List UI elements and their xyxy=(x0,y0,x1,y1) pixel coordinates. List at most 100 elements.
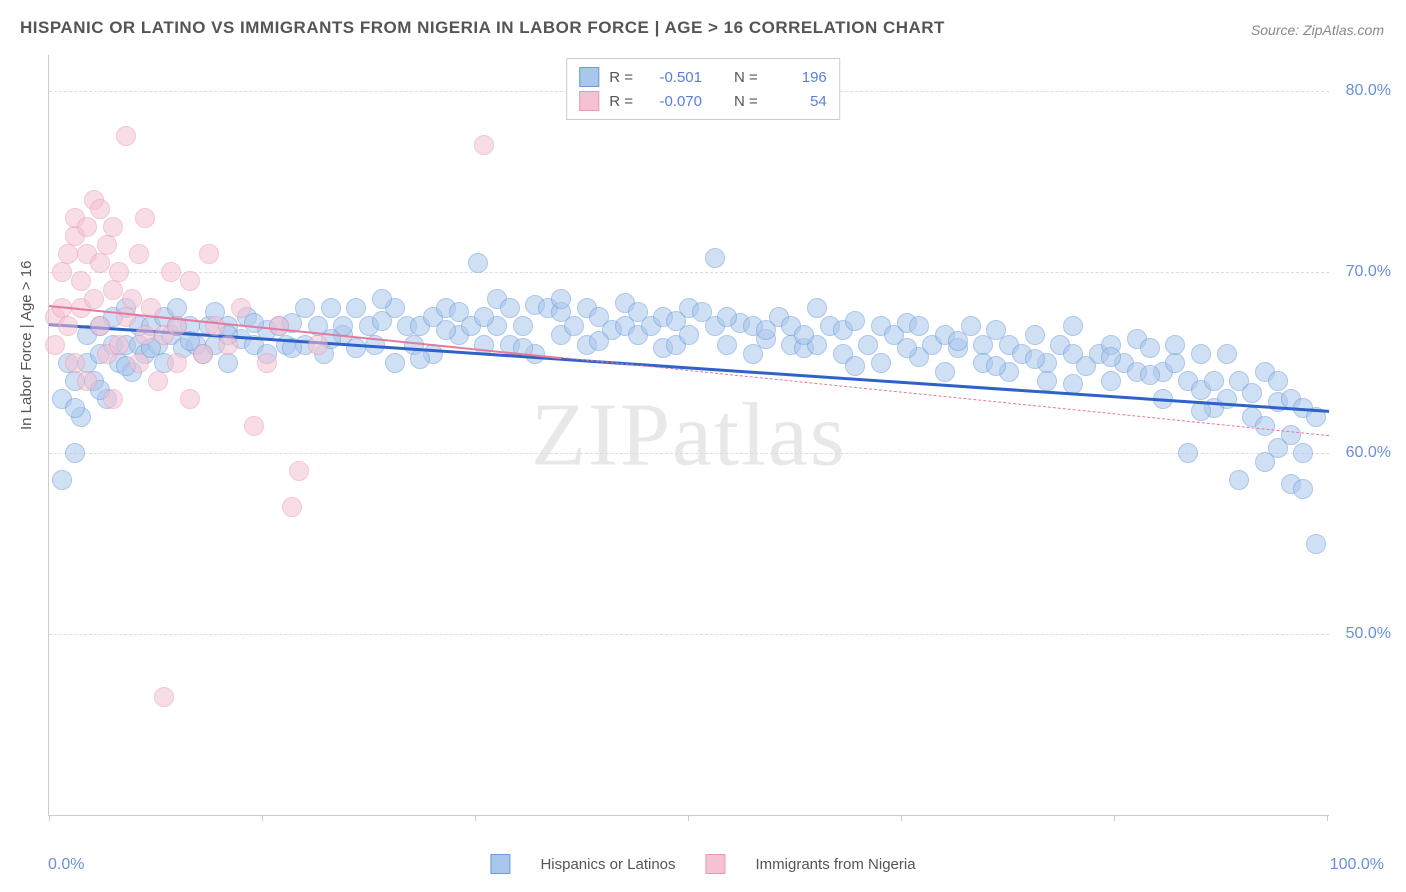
correlation-legend: R =-0.501N =196R =-0.070N =54 xyxy=(566,58,840,120)
y-tick-label: 80.0% xyxy=(1346,82,1391,100)
data-point xyxy=(1293,443,1313,463)
data-point xyxy=(103,389,123,409)
gridline xyxy=(49,634,1329,635)
data-point xyxy=(845,311,865,331)
data-point xyxy=(628,302,648,322)
x-tick-mark xyxy=(475,815,476,821)
data-point xyxy=(180,389,200,409)
data-point xyxy=(436,320,456,340)
legend-series-label: Immigrants from Nigeria xyxy=(756,856,916,873)
legend-swatch xyxy=(490,854,510,874)
x-axis-max-label: 100.0% xyxy=(1330,856,1384,874)
data-point xyxy=(269,316,289,336)
source-label: Source: ZipAtlas.com xyxy=(1251,22,1384,38)
data-point xyxy=(666,311,686,331)
data-point xyxy=(1063,316,1083,336)
x-tick-mark xyxy=(1327,815,1328,821)
data-point xyxy=(1191,344,1211,364)
x-tick-mark xyxy=(1114,815,1115,821)
legend-swatch xyxy=(579,91,599,111)
data-point xyxy=(109,262,129,282)
data-point xyxy=(1268,371,1288,391)
data-point xyxy=(193,344,213,364)
chart-title: HISPANIC OR LATINO VS IMMIGRANTS FROM NI… xyxy=(20,18,945,38)
data-point xyxy=(500,298,520,318)
data-point xyxy=(1281,425,1301,445)
data-point xyxy=(948,331,968,351)
data-point xyxy=(135,325,155,345)
data-point xyxy=(167,298,187,318)
legend-n-label: N = xyxy=(734,93,758,110)
data-point xyxy=(109,335,129,355)
data-point xyxy=(1306,534,1326,554)
data-point xyxy=(90,316,110,336)
data-point xyxy=(807,298,827,318)
x-tick-mark xyxy=(901,815,902,821)
data-point xyxy=(564,316,584,336)
data-point xyxy=(116,307,136,327)
data-point xyxy=(986,356,1006,376)
data-point xyxy=(52,470,72,490)
data-point xyxy=(45,335,65,355)
data-point xyxy=(909,316,929,336)
data-point xyxy=(474,307,494,327)
data-point xyxy=(289,461,309,481)
watermark: ZIPatlas xyxy=(531,384,847,487)
legend-n-value: 54 xyxy=(772,93,827,110)
data-point xyxy=(103,280,123,300)
data-point xyxy=(1217,344,1237,364)
data-point xyxy=(513,316,533,336)
data-point xyxy=(1178,443,1198,463)
data-point xyxy=(1140,365,1160,385)
y-tick-label: 60.0% xyxy=(1346,444,1391,462)
legend-r-value: -0.070 xyxy=(647,93,702,110)
data-point xyxy=(1165,353,1185,373)
data-point xyxy=(65,353,85,373)
data-point xyxy=(84,289,104,309)
data-point xyxy=(58,316,78,336)
data-point xyxy=(794,325,814,345)
data-point xyxy=(551,289,571,309)
legend-series-label: Hispanics or Latinos xyxy=(540,856,675,873)
data-point xyxy=(90,199,110,219)
data-point xyxy=(717,307,737,327)
data-point xyxy=(129,244,149,264)
data-point xyxy=(705,248,725,268)
series-legend: Hispanics or Latinos Immigrants from Nige… xyxy=(490,854,915,874)
data-point xyxy=(180,271,200,291)
data-point xyxy=(1293,479,1313,499)
data-point xyxy=(77,217,97,237)
data-point xyxy=(410,349,430,369)
gridline xyxy=(49,272,1329,273)
legend-swatch xyxy=(579,67,599,87)
legend-swatch xyxy=(706,854,726,874)
data-point xyxy=(372,289,392,309)
data-point xyxy=(199,244,219,264)
gridline xyxy=(49,453,1329,454)
data-point xyxy=(385,353,405,373)
data-point xyxy=(756,320,776,340)
data-point xyxy=(308,335,328,355)
legend-r-value: -0.501 xyxy=(647,69,702,86)
data-point xyxy=(244,416,264,436)
x-tick-mark xyxy=(688,815,689,821)
chart-plot-area: ZIPatlas 80.0%70.0%60.0%50.0% xyxy=(48,55,1329,816)
x-tick-mark xyxy=(49,815,50,821)
y-tick-label: 70.0% xyxy=(1346,263,1391,281)
data-point xyxy=(90,253,110,273)
y-tick-label: 50.0% xyxy=(1346,625,1391,643)
data-point xyxy=(77,371,97,391)
legend-row: R = -0.070 N = 54 xyxy=(579,89,827,113)
data-point xyxy=(218,335,238,355)
data-point xyxy=(346,338,366,358)
data-point xyxy=(858,335,878,355)
data-point xyxy=(321,298,341,318)
y-axis-label: In Labor Force | Age > 16 xyxy=(18,261,35,430)
data-point xyxy=(1255,416,1275,436)
data-point xyxy=(1204,371,1224,391)
x-tick-mark xyxy=(262,815,263,821)
legend-n-label: N = xyxy=(734,69,758,86)
data-point xyxy=(897,338,917,358)
legend-r-label: R = xyxy=(609,93,633,110)
data-point xyxy=(116,126,136,146)
